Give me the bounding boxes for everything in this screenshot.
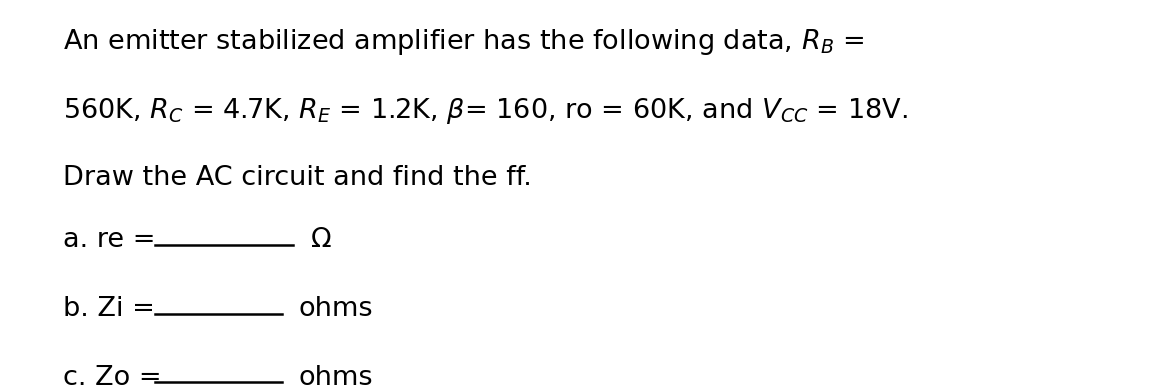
- Text: c. Zo =: c. Zo =: [63, 365, 162, 390]
- Text: b. Zi =: b. Zi =: [63, 296, 155, 322]
- Text: ohms: ohms: [299, 365, 373, 390]
- Text: An emitter stabilized amplifier has the following data, $R_B$ =: An emitter stabilized amplifier has the …: [63, 27, 864, 58]
- Text: 560K, $R_C$ = 4.7K, $R_E$ = 1.2K, $\beta$= 160, ro = 60K, and $V_{CC}$ = 18V.: 560K, $R_C$ = 4.7K, $R_E$ = 1.2K, $\beta…: [63, 96, 908, 126]
- Text: a. re =: a. re =: [63, 227, 156, 253]
- Text: ohms: ohms: [299, 296, 373, 322]
- Text: $\Omega$: $\Omega$: [310, 227, 332, 253]
- Text: Draw the AC circuit and find the ff.: Draw the AC circuit and find the ff.: [63, 165, 532, 191]
